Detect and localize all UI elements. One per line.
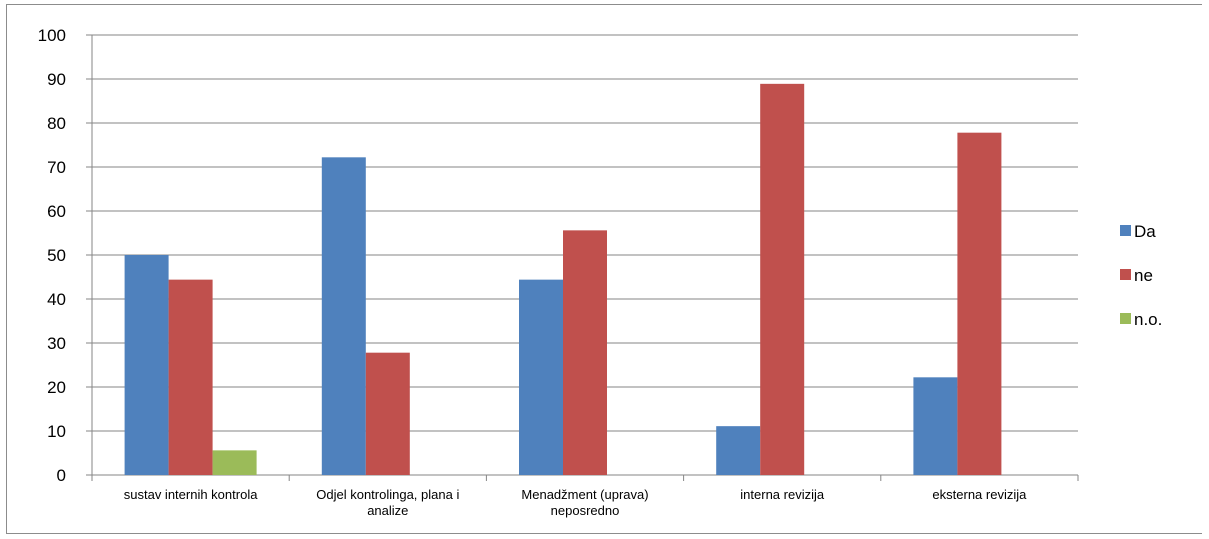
x-category-label: interna revizija — [740, 487, 825, 502]
y-tick-label: 40 — [47, 290, 66, 309]
x-category-label: sustav internih kontrola — [124, 487, 258, 502]
y-tick-label: 30 — [47, 334, 66, 353]
y-tick-label: 90 — [47, 70, 66, 89]
x-category-label: neposredno — [551, 503, 620, 518]
legend-label: ne — [1134, 266, 1153, 285]
legend-label: Da — [1134, 222, 1156, 241]
legend-swatch-ne — [1120, 269, 1131, 280]
legend-swatch-Da — [1120, 225, 1131, 236]
bar-ne-0 — [168, 279, 213, 475]
x-category-label: analize — [367, 503, 408, 518]
bar-n.o.-0 — [212, 450, 257, 475]
legend-swatch-n.o. — [1120, 313, 1131, 324]
y-tick-label: 20 — [47, 378, 66, 397]
x-category-label: Menadžment (uprava) — [521, 487, 648, 502]
bar-Da-0 — [124, 255, 169, 475]
x-category-label: Odjel kontrolinga, plana i — [316, 487, 459, 502]
y-tick-label: 70 — [47, 158, 66, 177]
bar-Da-3 — [716, 426, 761, 475]
bar-Da-1 — [321, 157, 366, 475]
bar-Da-4 — [913, 377, 958, 475]
bar-ne-4 — [957, 132, 1002, 475]
bar-Da-2 — [519, 279, 563, 475]
y-tick-label: 100 — [38, 26, 66, 45]
y-tick-label: 80 — [47, 114, 66, 133]
y-tick-label: 10 — [47, 422, 66, 441]
bar-ne-3 — [760, 83, 805, 475]
y-tick-label: 60 — [47, 202, 66, 221]
y-tick-label: 50 — [47, 246, 66, 265]
legend-label: n.o. — [1134, 310, 1162, 329]
y-tick-label: 0 — [57, 466, 66, 485]
bar-ne-2 — [563, 230, 607, 475]
bar-ne-1 — [365, 352, 410, 475]
x-category-label: eksterna revizija — [932, 487, 1027, 502]
